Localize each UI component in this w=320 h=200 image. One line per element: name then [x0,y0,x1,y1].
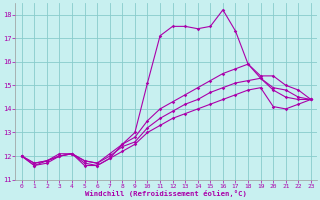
X-axis label: Windchill (Refroidissement éolien,°C): Windchill (Refroidissement éolien,°C) [85,190,247,197]
